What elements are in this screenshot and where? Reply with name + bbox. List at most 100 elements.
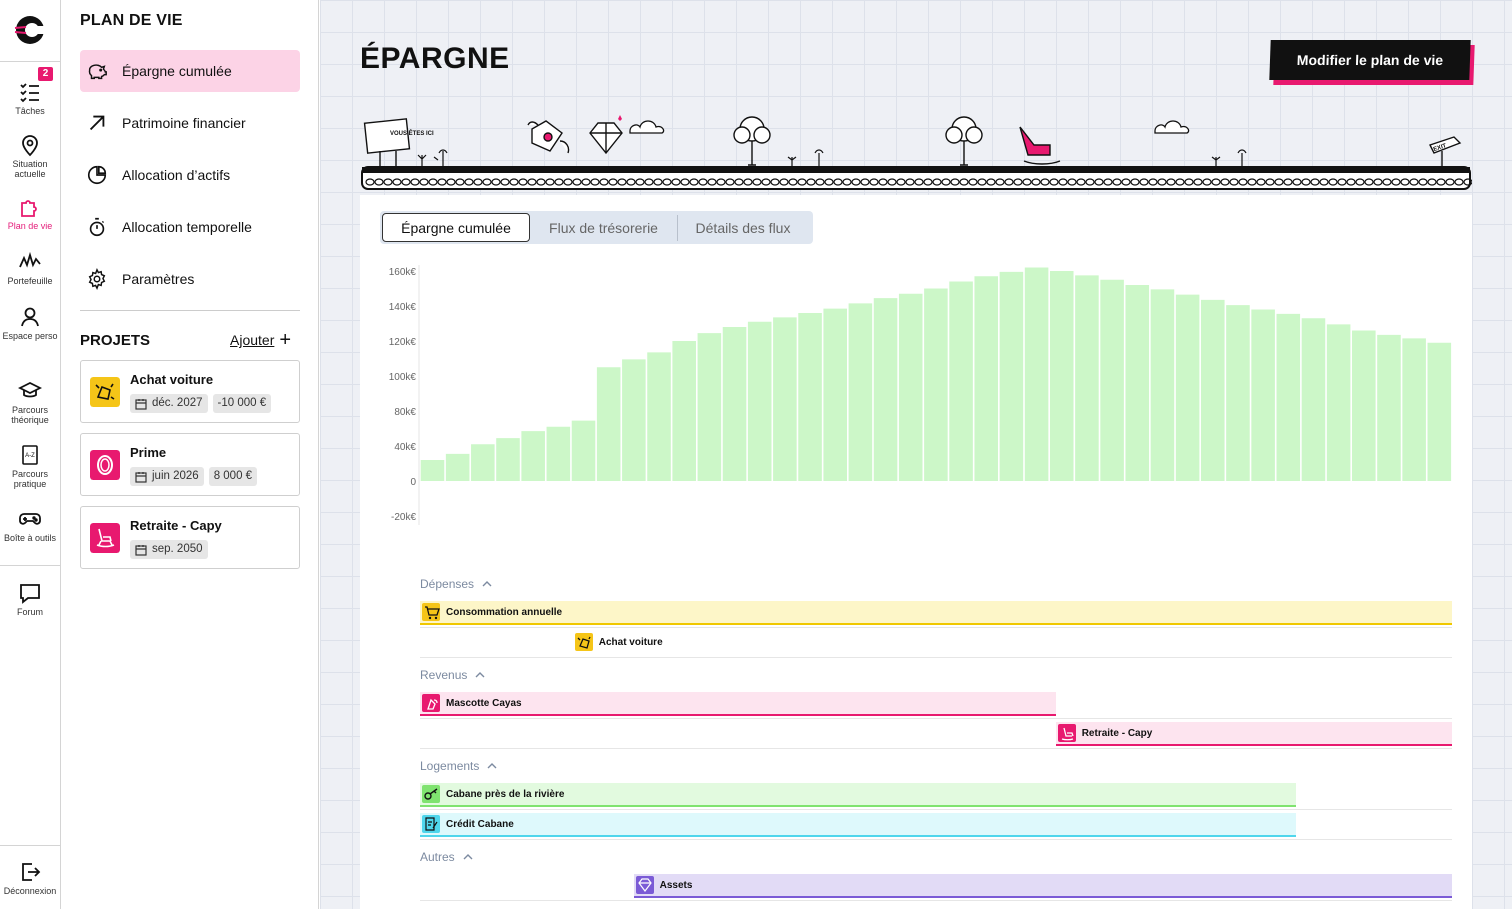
project-card-achat-voiture[interactable]: Achat voiture déc. 2027 -10 000 € bbox=[80, 360, 300, 423]
flow-group-label: Autres bbox=[420, 850, 455, 864]
savings-bar-chart: 160k€ 140k€ 120k€ 100k€ 80k€ 40k€ 0 -20k€ bbox=[389, 265, 1452, 525]
chart-bar bbox=[974, 276, 999, 481]
ring-icon bbox=[90, 450, 120, 480]
rail-item-plan-de-vie[interactable]: Plan de vie bbox=[0, 195, 60, 231]
project-amount-chip: -10 000 € bbox=[212, 394, 272, 413]
nav-allocation-actifs[interactable]: Allocation d’actifs bbox=[80, 154, 300, 196]
project-card-prime[interactable]: Prime juin 2026 8 000 € bbox=[80, 433, 300, 496]
calendar-icon bbox=[135, 398, 147, 410]
tab-epargne-cumulee[interactable]: Épargne cumulée bbox=[382, 213, 530, 242]
chart-bar bbox=[1100, 279, 1124, 481]
chart-bar bbox=[1377, 334, 1401, 481]
chart-bar bbox=[999, 271, 1024, 481]
chart-bar bbox=[924, 288, 948, 481]
rail-label: Parcours théorique bbox=[11, 405, 49, 425]
chart-bar bbox=[496, 438, 520, 481]
tab-flux-tresorerie[interactable]: Flux de trésorerie bbox=[549, 219, 658, 236]
chart-bar bbox=[1226, 305, 1250, 481]
flow-bar[interactable]: Assets bbox=[633, 874, 1452, 898]
flow-row: Crédit Cabane bbox=[420, 810, 1452, 840]
chart-bar bbox=[521, 431, 545, 481]
rail-item-boite-a-outils[interactable]: Boîte à outils bbox=[0, 507, 60, 543]
modify-plan-label: Modifier le plan de vie bbox=[1269, 40, 1471, 80]
y-tick-label: 160k€ bbox=[389, 267, 417, 278]
rail-item-situation[interactable]: Situation actuelle bbox=[0, 133, 60, 179]
rail-item-portefeuille[interactable]: Portefeuille bbox=[0, 250, 60, 286]
rail-item-espace-perso[interactable]: Espace perso bbox=[0, 305, 60, 341]
nav-epargne-cumulee[interactable]: Épargne cumulée bbox=[80, 50, 300, 92]
tasks-badge: 2 bbox=[38, 67, 53, 81]
pie-chart-icon bbox=[87, 165, 107, 185]
logout-button[interactable]: Déconnexion bbox=[0, 860, 60, 896]
chart-bar bbox=[445, 453, 470, 481]
graduation-cap-icon bbox=[18, 381, 42, 398]
flow-bar[interactable]: Mascotte Cayas bbox=[420, 692, 1056, 716]
sidebar-title: PLAN DE VIE bbox=[80, 12, 183, 29]
nav-patrimoine-financier[interactable]: Patrimoine financier bbox=[80, 102, 300, 144]
flow-bar[interactable]: Achat voiture bbox=[573, 631, 753, 655]
flow-row: Assets bbox=[420, 871, 1452, 901]
chart-bar bbox=[647, 352, 671, 481]
location-pin-icon bbox=[22, 135, 38, 157]
chat-bubble-icon bbox=[20, 584, 40, 604]
flow-bar[interactable]: Retraite - Capy bbox=[1055, 722, 1452, 746]
dictionary-icon: A-Z bbox=[22, 445, 38, 465]
rail-item-parcours-theorique[interactable]: Parcours théorique bbox=[0, 379, 60, 425]
nav-label: Allocation temporelle bbox=[122, 219, 252, 235]
flow-group-header[interactable]: Logements bbox=[420, 759, 497, 773]
main-content: ÉPARGNE Modifier le plan de vie VOUS ÊTE… bbox=[320, 0, 1512, 909]
timeline-scene-illustration: VOUS ÊTES ICI bbox=[361, 115, 1472, 190]
flow-group-label: Logements bbox=[420, 759, 480, 773]
logout-icon bbox=[22, 863, 41, 881]
chart-bar bbox=[798, 313, 822, 481]
project-amount-chip: 8 000 € bbox=[208, 467, 258, 486]
chart-bar bbox=[1125, 285, 1150, 481]
project-card-retraite-capy[interactable]: Retraite - Capy sep. 2050 bbox=[80, 506, 300, 569]
rocking-chair-icon bbox=[1057, 724, 1076, 742]
chart-bar bbox=[873, 298, 898, 481]
y-tick-label: 140k€ bbox=[389, 302, 417, 313]
flow-group-header[interactable]: Dépenses bbox=[420, 577, 492, 591]
arrow-up-right-icon bbox=[89, 115, 105, 131]
flow-bar[interactable]: Crédit Cabane bbox=[420, 813, 1297, 837]
rail-label: Boîte à outils bbox=[3, 533, 57, 543]
chart-bar bbox=[1049, 271, 1074, 481]
chart-bar bbox=[1427, 342, 1452, 481]
chevron-up-icon bbox=[463, 854, 473, 860]
rail-label: Plan de vie bbox=[7, 221, 53, 231]
chart-bar bbox=[672, 341, 696, 481]
nav-parametres[interactable]: Paramètres bbox=[80, 258, 300, 300]
flying-piggy-icon bbox=[527, 120, 570, 154]
chart-bar bbox=[622, 359, 646, 481]
flow-row: Mascotte Cayas bbox=[420, 689, 1452, 719]
svg-text:EXIT: EXIT bbox=[1433, 143, 1448, 153]
rail-item-parcours-pratique[interactable]: A-Z Parcours pratique bbox=[0, 443, 60, 489]
tab-details-flux[interactable]: Détails des flux bbox=[695, 219, 791, 236]
add-project-button[interactable]: Ajouter + bbox=[230, 330, 291, 350]
chart-bar bbox=[546, 426, 571, 481]
flow-group-header[interactable]: Autres bbox=[420, 850, 473, 864]
chart-bar bbox=[1326, 324, 1351, 481]
tree-drawing bbox=[945, 116, 983, 166]
chart-bar bbox=[1402, 338, 1426, 481]
calendar-icon bbox=[135, 544, 147, 556]
rail-label: Tâches bbox=[15, 106, 45, 116]
app-logo-icon[interactable] bbox=[14, 14, 46, 46]
chart-bar bbox=[747, 321, 772, 481]
rail-label: Forum bbox=[16, 607, 43, 617]
flow-bar[interactable]: Cabane près de la rivière bbox=[420, 783, 1297, 807]
project-name: Achat voiture bbox=[130, 372, 214, 387]
flow-group-header[interactable]: Revenus bbox=[420, 668, 485, 682]
chevron-up-icon bbox=[487, 763, 497, 769]
exit-sign bbox=[1429, 136, 1462, 167]
rail-item-forum[interactable]: Forum bbox=[0, 581, 60, 617]
flow-bar[interactable]: Consommation annuelle bbox=[420, 601, 1452, 625]
modify-plan-button[interactable]: Modifier le plan de vie bbox=[1269, 40, 1476, 86]
you-are-here-sign bbox=[363, 118, 411, 167]
contract-icon bbox=[422, 815, 440, 833]
nav-allocation-temporelle[interactable]: Allocation temporelle bbox=[80, 206, 300, 248]
nav-label: Patrimoine financier bbox=[122, 115, 246, 131]
rail-item-taches[interactable]: Tâches bbox=[0, 80, 60, 116]
flow-label: Mascotte Cayas bbox=[446, 697, 522, 709]
y-tick-label: 100k€ bbox=[389, 372, 417, 383]
